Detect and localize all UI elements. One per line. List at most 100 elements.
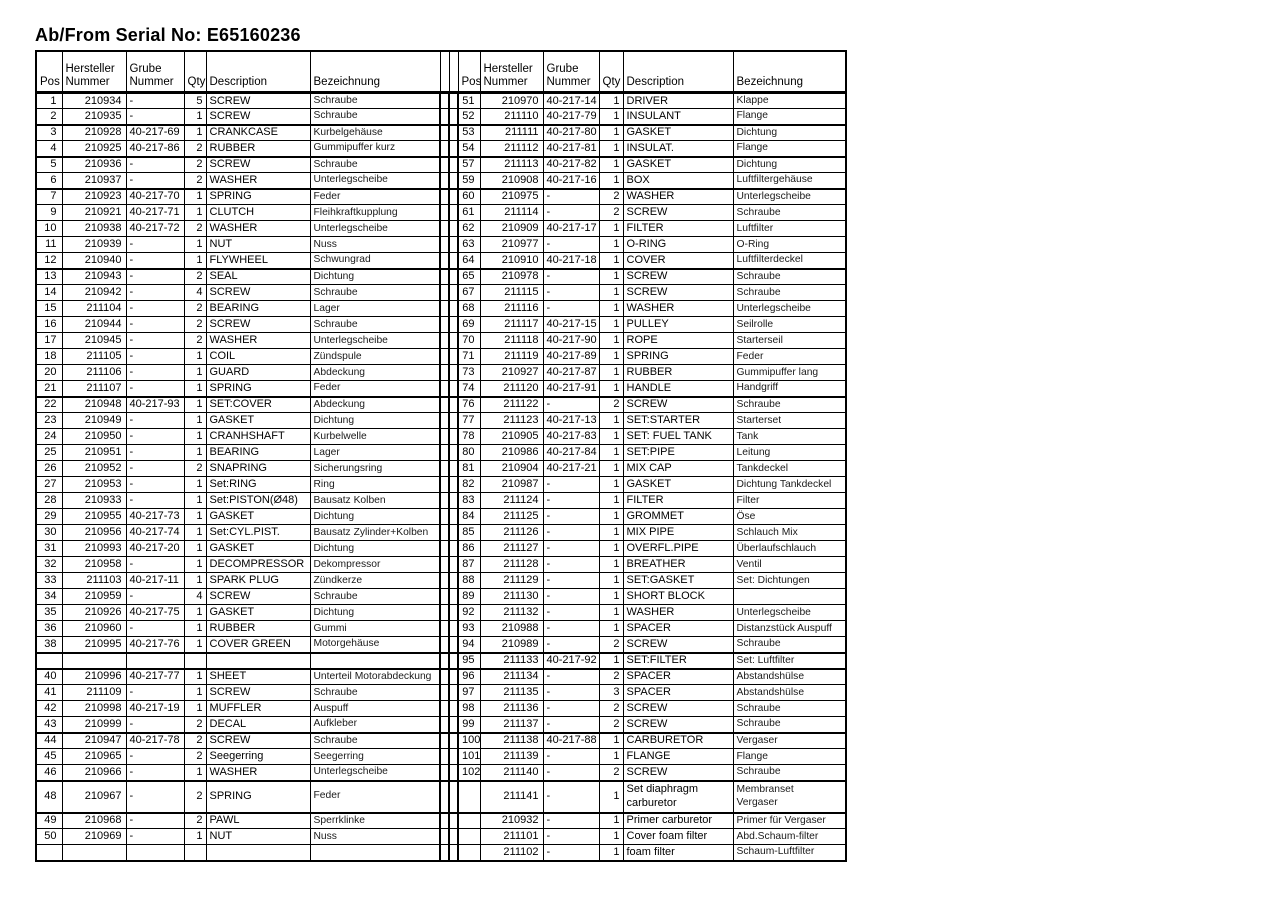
cell-description-left: [205, 651, 311, 669]
cell-qty-right: 1: [598, 460, 624, 477]
gutter-cell: [448, 284, 459, 301]
cell-pos-left: 28: [35, 492, 63, 509]
table-row: 21 211107 - 1 SPRING Feder 74 211120 40-…: [35, 380, 847, 397]
cell-bezeichnung-right: Schraube: [732, 395, 847, 413]
cell-pos-left: 32: [35, 556, 63, 573]
table-row: 29 210955 40-217-73 1 GASKET Dichtung 84…: [35, 508, 847, 525]
table-row: 13 210943 - 2 SEAL Dichtung 65 210978 - …: [35, 267, 847, 285]
cell-hersteller-nummer-left: 210952: [61, 460, 127, 477]
cell-qty-left: 1: [183, 187, 207, 205]
cell-hersteller-nummer-right: 211117: [479, 316, 544, 333]
cell-pos-right: 73: [457, 364, 481, 381]
cell-bezeichnung-right: Feder: [732, 348, 847, 365]
cell-pos-left: 46: [35, 764, 63, 781]
cell-bezeichnung-right: Gummipuffer lang: [732, 364, 847, 381]
table-row: 45 210965 - 2 Seegerring Seegerring 101 …: [35, 748, 847, 765]
cell-grube-nummer-right: -: [542, 828, 600, 845]
cell-pos-left: 23: [35, 412, 63, 429]
gutter-cell: [439, 700, 450, 717]
cell-qty-right: 1: [598, 508, 624, 525]
cell-grube-nummer-left: -: [125, 460, 185, 477]
cell-hersteller-nummer-left: 210934: [61, 92, 127, 109]
cell-bezeichnung-left: Unterlegscheibe: [309, 172, 441, 189]
cell-grube-nummer-right: 40-217-79: [542, 108, 600, 125]
cell-description-left: Set:CYL.PIST.: [205, 524, 311, 541]
cell-bezeichnung-right: Schraube: [732, 700, 847, 717]
cell-hersteller-nummer-right: 211110: [479, 108, 544, 125]
cell-grube-nummer-left: 40-217-74: [125, 524, 185, 541]
gutter-cell: [448, 300, 459, 317]
cell-pos-left: 26: [35, 460, 63, 477]
cell-qty-right: 1: [598, 604, 624, 621]
table-row: 6 210937 - 2 WASHER Unterlegscheibe 59 2…: [35, 172, 847, 189]
cell-qty-right: 1: [598, 348, 624, 365]
cell-pos-right: 83: [457, 492, 481, 509]
cell-description-left: FLYWHEEL: [205, 252, 311, 269]
cell-bezeichnung-right: Luftfilter: [732, 220, 847, 237]
cell-grube-nummer-left: -: [125, 364, 185, 381]
cell-bezeichnung-left: Dichtung: [309, 604, 441, 621]
cell-pos-right: 82: [457, 476, 481, 493]
cell-bezeichnung-left: Nuss: [309, 236, 441, 253]
cell-qty-right: 1: [598, 284, 624, 301]
cell-qty-right: 1: [598, 748, 624, 765]
cell-grube-nummer-left: -: [125, 108, 185, 125]
cell-qty-left: 1: [183, 428, 207, 445]
cell-qty-left: 2: [183, 300, 207, 317]
table-row: 7 210923 40-217-70 1 SPRING Feder 60 210…: [35, 187, 847, 205]
col-header-hersteller-right: Hersteller Nummer: [479, 50, 544, 94]
document-page: Ab/From Serial No: E65160236 Pos Herstel…: [35, 25, 847, 862]
cell-pos-right: 88: [457, 572, 481, 589]
cell-pos-right: 93: [457, 620, 481, 637]
cell-hersteller-nummer-left: [61, 651, 127, 669]
cell-hersteller-nummer-right: 211120: [479, 380, 544, 397]
cell-grube-nummer-right: -: [542, 748, 600, 765]
cell-description-left: SNAPRING: [205, 460, 311, 477]
cell-qty-right: 1: [598, 332, 624, 349]
gutter-cell: [448, 748, 459, 765]
cell-hersteller-nummer-left: 210936: [61, 155, 127, 173]
gutter-cell: [439, 492, 450, 509]
cell-description-left: GASKET: [205, 508, 311, 525]
cell-pos-right: 86: [457, 540, 481, 557]
cell-qty-right: 2: [598, 395, 624, 413]
cell-qty-left: 5: [183, 92, 207, 109]
table-row: 10 210938 40-217-72 2 WASHER Unterlegsch…: [35, 220, 847, 237]
gutter-cell: [439, 220, 450, 237]
cell-grube-nummer-right: -: [542, 620, 600, 637]
cell-bezeichnung-left: Feder: [309, 779, 441, 813]
cell-pos-right: 92: [457, 604, 481, 621]
cell-hersteller-nummer-left: 210948: [61, 395, 127, 413]
table-row: 14 210942 - 4 SCREW Schraube 67 211115 -…: [35, 284, 847, 301]
cell-hersteller-nummer-right: 211122: [479, 395, 544, 413]
cell-qty-right: 1: [598, 731, 624, 749]
cell-description-right: Cover foam filter: [622, 828, 734, 845]
cell-hersteller-nummer-right: 211102: [479, 844, 544, 861]
cell-pos-right: 59: [457, 172, 481, 189]
gutter-cell: [439, 172, 450, 189]
cell-description-right: foam filter: [622, 844, 734, 861]
cell-bezeichnung-left: Sperrklinke: [309, 811, 441, 829]
col-header-pos-right: Pos: [457, 50, 481, 94]
cell-hersteller-nummer-left: 210956: [61, 524, 127, 541]
cell-pos-left: 9: [35, 204, 63, 221]
cell-hersteller-nummer-right: 210905: [479, 428, 544, 445]
cell-pos-left: 1: [35, 92, 63, 109]
cell-qty-left: 1: [183, 508, 207, 525]
cell-hersteller-nummer-left: 210966: [61, 764, 127, 781]
cell-grube-nummer-right: 40-217-13: [542, 412, 600, 429]
cell-pos-left: 7: [35, 187, 63, 205]
cell-pos-left: 48: [35, 779, 63, 813]
gutter-cell: [448, 811, 459, 829]
cell-grube-nummer-right: -: [542, 636, 600, 653]
gutter-cell: [439, 556, 450, 573]
cell-grube-nummer-left: -: [125, 316, 185, 333]
cell-description-right: SET:GASKET: [622, 572, 734, 589]
cell-grube-nummer-right: -: [542, 588, 600, 605]
cell-grube-nummer-left: -: [125, 620, 185, 637]
cell-hersteller-nummer-left: 210921: [61, 204, 127, 221]
cell-description-right: SCREW: [622, 716, 734, 733]
cell-pos-left: 15: [35, 300, 63, 317]
cell-description-left: BEARING: [205, 444, 311, 461]
